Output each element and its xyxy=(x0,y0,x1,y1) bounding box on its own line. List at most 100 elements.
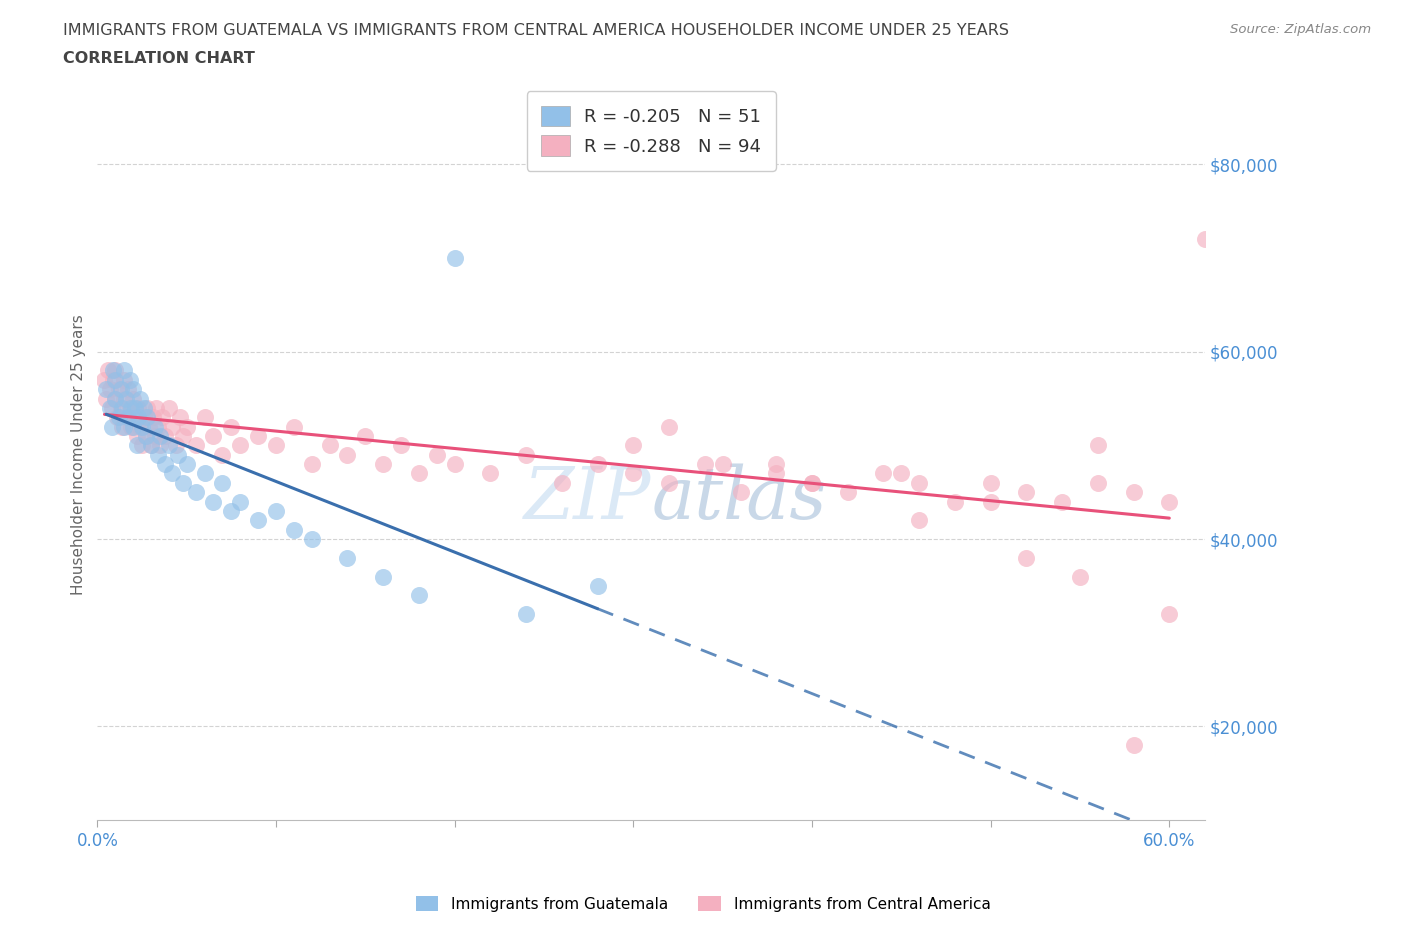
Point xyxy=(1087,475,1109,490)
Point xyxy=(122,392,145,406)
Point xyxy=(373,457,395,472)
Point xyxy=(149,438,172,453)
Point xyxy=(586,457,609,472)
Point xyxy=(127,401,149,416)
Point xyxy=(136,401,159,416)
Point xyxy=(801,475,824,490)
Point xyxy=(115,410,138,425)
Point xyxy=(264,438,287,453)
Point xyxy=(111,419,134,434)
Point xyxy=(162,419,184,434)
Point xyxy=(104,392,127,406)
Point xyxy=(1159,606,1181,621)
Point xyxy=(104,392,127,406)
Point xyxy=(908,512,931,527)
Point xyxy=(765,466,787,481)
Point xyxy=(122,419,145,434)
Point xyxy=(139,438,162,453)
Point xyxy=(1050,494,1073,509)
Point xyxy=(131,438,153,453)
Point xyxy=(943,494,966,509)
Point xyxy=(157,401,180,416)
Point xyxy=(118,401,141,416)
Point xyxy=(389,438,412,453)
Point xyxy=(443,250,465,265)
Point xyxy=(125,438,148,453)
Point xyxy=(354,429,377,444)
Point xyxy=(980,475,1002,490)
Point xyxy=(124,401,146,416)
Point xyxy=(139,438,162,453)
Point xyxy=(135,429,157,444)
Point xyxy=(110,401,132,416)
Point xyxy=(1122,737,1144,752)
Point xyxy=(443,457,465,472)
Point xyxy=(172,429,194,444)
Point xyxy=(658,419,681,434)
Text: Source: ZipAtlas.com: Source: ZipAtlas.com xyxy=(1230,23,1371,36)
Point xyxy=(247,512,270,527)
Point xyxy=(711,457,734,472)
Point xyxy=(426,447,449,462)
Point xyxy=(96,381,118,396)
Point xyxy=(125,429,148,444)
Point xyxy=(145,401,167,416)
Point xyxy=(107,410,129,425)
Y-axis label: Householder Income Under 25 years: Householder Income Under 25 years xyxy=(72,314,86,595)
Point xyxy=(1015,551,1038,565)
Point xyxy=(301,457,323,472)
Point xyxy=(104,363,127,378)
Point xyxy=(621,438,644,453)
Point xyxy=(115,392,138,406)
Point xyxy=(127,410,149,425)
Point xyxy=(479,466,502,481)
Text: IMMIGRANTS FROM GUATEMALA VS IMMIGRANTS FROM CENTRAL AMERICA HOUSEHOLDER INCOME : IMMIGRANTS FROM GUATEMALA VS IMMIGRANTS … xyxy=(63,23,1010,38)
Point xyxy=(202,429,225,444)
Point xyxy=(112,363,135,378)
Text: CORRELATION CHART: CORRELATION CHART xyxy=(63,51,254,66)
Point xyxy=(165,438,187,453)
Point xyxy=(166,447,188,462)
Point xyxy=(124,410,146,425)
Point xyxy=(515,606,537,621)
Point xyxy=(112,392,135,406)
Point xyxy=(621,466,644,481)
Point xyxy=(162,466,184,481)
Point xyxy=(100,401,122,416)
Point xyxy=(98,401,121,416)
Point xyxy=(172,475,194,490)
Point xyxy=(98,381,121,396)
Point xyxy=(301,532,323,547)
Point xyxy=(730,485,752,499)
Point xyxy=(132,410,155,425)
Point xyxy=(211,447,233,462)
Point xyxy=(111,401,134,416)
Point xyxy=(693,457,716,472)
Point xyxy=(146,447,169,462)
Point xyxy=(122,381,145,396)
Point xyxy=(229,494,252,509)
Point xyxy=(1087,438,1109,453)
Point xyxy=(157,438,180,453)
Point xyxy=(283,419,305,434)
Text: ZIP: ZIP xyxy=(524,463,651,534)
Point xyxy=(132,401,155,416)
Point xyxy=(103,363,125,378)
Point xyxy=(872,466,894,481)
Point xyxy=(100,419,122,434)
Point xyxy=(1069,569,1091,584)
Point xyxy=(837,485,859,499)
Point xyxy=(176,419,198,434)
Point xyxy=(97,363,120,378)
Point xyxy=(138,419,160,434)
Point xyxy=(1015,485,1038,499)
Point xyxy=(129,419,152,434)
Point xyxy=(129,392,152,406)
Point xyxy=(193,466,215,481)
Point xyxy=(336,551,359,565)
Point xyxy=(117,381,139,396)
Point xyxy=(318,438,340,453)
Point xyxy=(1122,485,1144,499)
Point xyxy=(131,419,153,434)
Point xyxy=(169,410,191,425)
